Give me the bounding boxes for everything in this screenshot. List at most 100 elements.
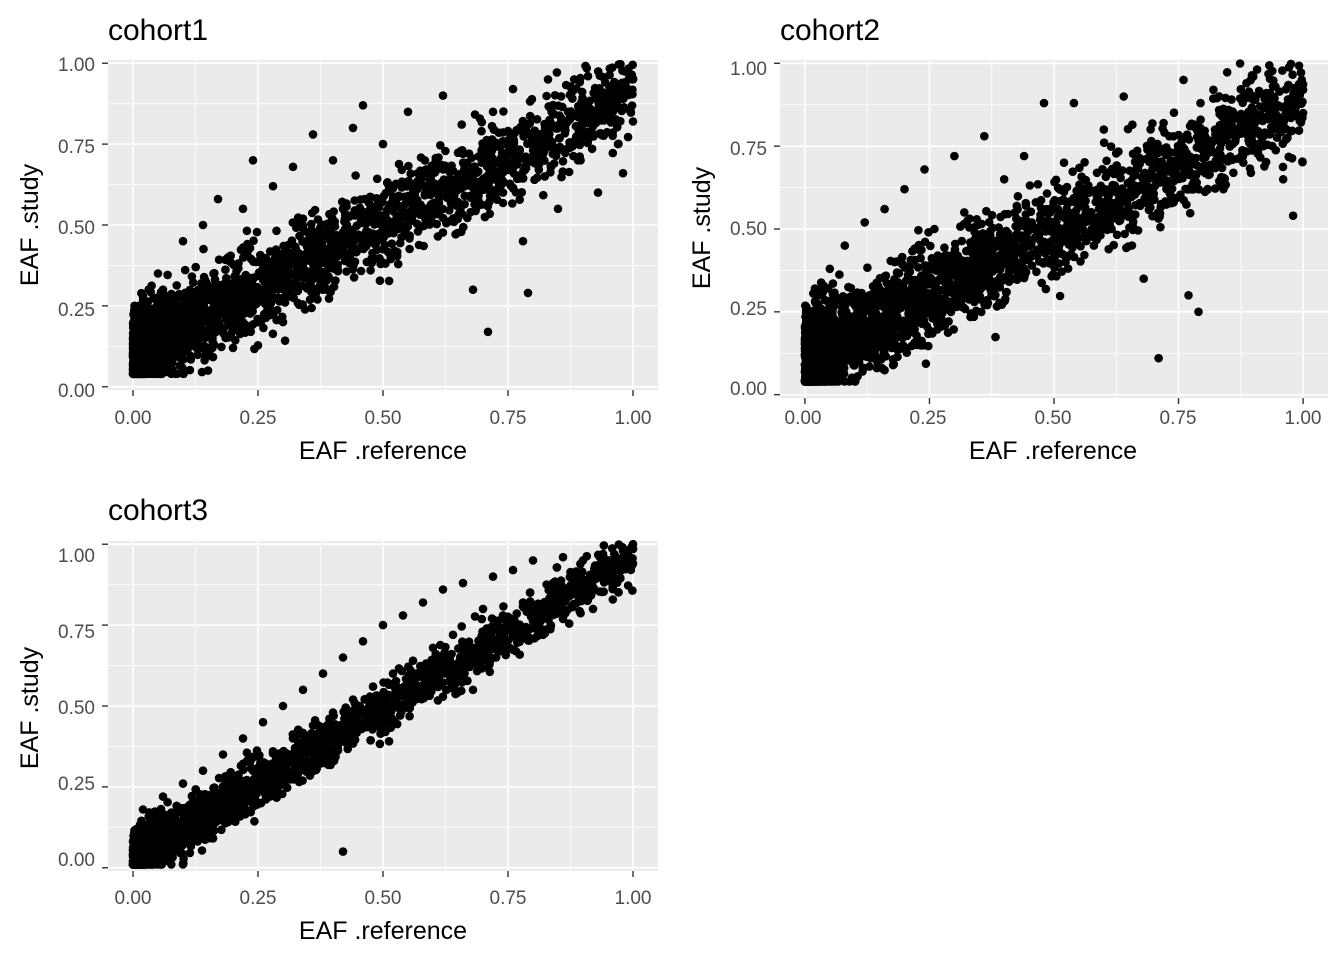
scatter-point bbox=[580, 111, 589, 121]
scatter-point bbox=[977, 219, 986, 229]
scatter-point bbox=[1039, 259, 1048, 268]
scatter-point bbox=[1131, 210, 1140, 219]
scatter-point bbox=[340, 256, 350, 266]
panel-title: cohort2 bbox=[780, 14, 880, 47]
scatter-point bbox=[1063, 264, 1073, 273]
scatter-point bbox=[304, 246, 313, 255]
scatter-point bbox=[202, 313, 211, 322]
scatter-point bbox=[213, 309, 223, 319]
scatter-point bbox=[179, 369, 188, 379]
scatter-point bbox=[175, 361, 185, 371]
scatter-point bbox=[249, 273, 259, 283]
scatter-point bbox=[296, 261, 305, 271]
scatter-point bbox=[851, 302, 861, 312]
scatter-point bbox=[364, 198, 374, 208]
scatter-point bbox=[322, 276, 331, 285]
scatter-point bbox=[266, 263, 276, 273]
scatter-point bbox=[155, 351, 164, 360]
scatter-point bbox=[246, 254, 256, 264]
scatter-point bbox=[560, 129, 570, 138]
scatter-point bbox=[292, 273, 301, 283]
scatter-point bbox=[378, 139, 388, 149]
scatter-point bbox=[328, 156, 338, 165]
scatter-point bbox=[912, 340, 921, 350]
scatter-point bbox=[590, 83, 600, 93]
scatter-point bbox=[627, 101, 637, 110]
scatter-point bbox=[283, 254, 293, 264]
scatter-point bbox=[239, 253, 248, 262]
scatter-point bbox=[329, 240, 339, 249]
scatter-point bbox=[1270, 125, 1279, 134]
scatter-point bbox=[250, 300, 260, 310]
scatter-point bbox=[175, 353, 184, 362]
scatter-point bbox=[146, 333, 156, 342]
scatter-point bbox=[377, 257, 387, 267]
scatter-point bbox=[1212, 93, 1222, 103]
scatter-point bbox=[485, 209, 495, 219]
scatter-point bbox=[517, 188, 527, 197]
scatter-point bbox=[468, 285, 478, 295]
scatter-point bbox=[499, 167, 508, 177]
scatter-point bbox=[552, 68, 562, 77]
scatter-point bbox=[288, 162, 298, 172]
scatter-point bbox=[406, 169, 416, 178]
scatter-point bbox=[1222, 68, 1232, 77]
scatter-point bbox=[191, 262, 200, 272]
scatter-point bbox=[563, 107, 573, 117]
scatter-point bbox=[515, 195, 524, 204]
scatter-point bbox=[608, 131, 617, 141]
scatter-point bbox=[1021, 198, 1031, 208]
scatter-point bbox=[217, 342, 226, 352]
scatter-point bbox=[1042, 189, 1052, 198]
scatter-point bbox=[460, 199, 469, 209]
scatter-point bbox=[546, 162, 556, 172]
scatter-point bbox=[221, 315, 231, 324]
scatter-point bbox=[928, 262, 937, 272]
scatter-point bbox=[852, 331, 861, 340]
scatter-point bbox=[333, 260, 343, 270]
scatter-point bbox=[234, 295, 243, 305]
x-tick-label: 0.00 bbox=[115, 408, 152, 429]
scatter-point bbox=[208, 333, 217, 343]
scatter-point bbox=[221, 265, 230, 275]
scatter-point bbox=[1162, 143, 1171, 152]
scatter-point bbox=[1077, 172, 1086, 181]
scatter-point bbox=[840, 377, 849, 386]
scatter-point bbox=[405, 244, 414, 254]
scatter-point bbox=[1109, 240, 1118, 250]
scatter-point bbox=[1196, 115, 1205, 124]
scatter-point bbox=[982, 206, 991, 216]
scatter-point bbox=[1013, 192, 1023, 201]
scatter-point bbox=[1288, 70, 1297, 79]
scatter-point bbox=[163, 270, 172, 280]
scatter-point bbox=[130, 301, 139, 311]
scatter-point bbox=[309, 260, 318, 269]
scatter-point bbox=[348, 262, 358, 272]
scatter-point bbox=[379, 191, 389, 201]
scatter-point bbox=[464, 149, 474, 158]
scatter-point bbox=[354, 234, 364, 243]
scatter-point bbox=[924, 329, 933, 339]
scatter-point bbox=[193, 350, 202, 360]
scatter-point bbox=[455, 175, 465, 185]
scatter-point bbox=[1217, 174, 1226, 183]
scatter-point bbox=[231, 271, 240, 281]
scatter-point bbox=[539, 190, 548, 200]
scatter-point bbox=[585, 104, 595, 113]
scatter-point bbox=[1037, 278, 1046, 288]
x-tick-labels: 0.00 0.25 0.50 0.75 1.00 bbox=[115, 408, 652, 429]
y-axis-label: EAF .study bbox=[16, 163, 44, 286]
scatter-point bbox=[338, 204, 348, 214]
scatter-point bbox=[1255, 102, 1265, 111]
scatter-point bbox=[477, 158, 487, 167]
scatter-point bbox=[917, 271, 926, 281]
scatter-point bbox=[564, 115, 574, 125]
scatter-point bbox=[1099, 138, 1109, 147]
scatter-point bbox=[458, 149, 468, 159]
scatter-point bbox=[156, 343, 165, 352]
scatter-point bbox=[969, 312, 979, 322]
scatter-point bbox=[1133, 164, 1143, 173]
scatter-point bbox=[413, 227, 423, 236]
scatter-point bbox=[180, 298, 189, 308]
scatter-point bbox=[240, 320, 250, 329]
